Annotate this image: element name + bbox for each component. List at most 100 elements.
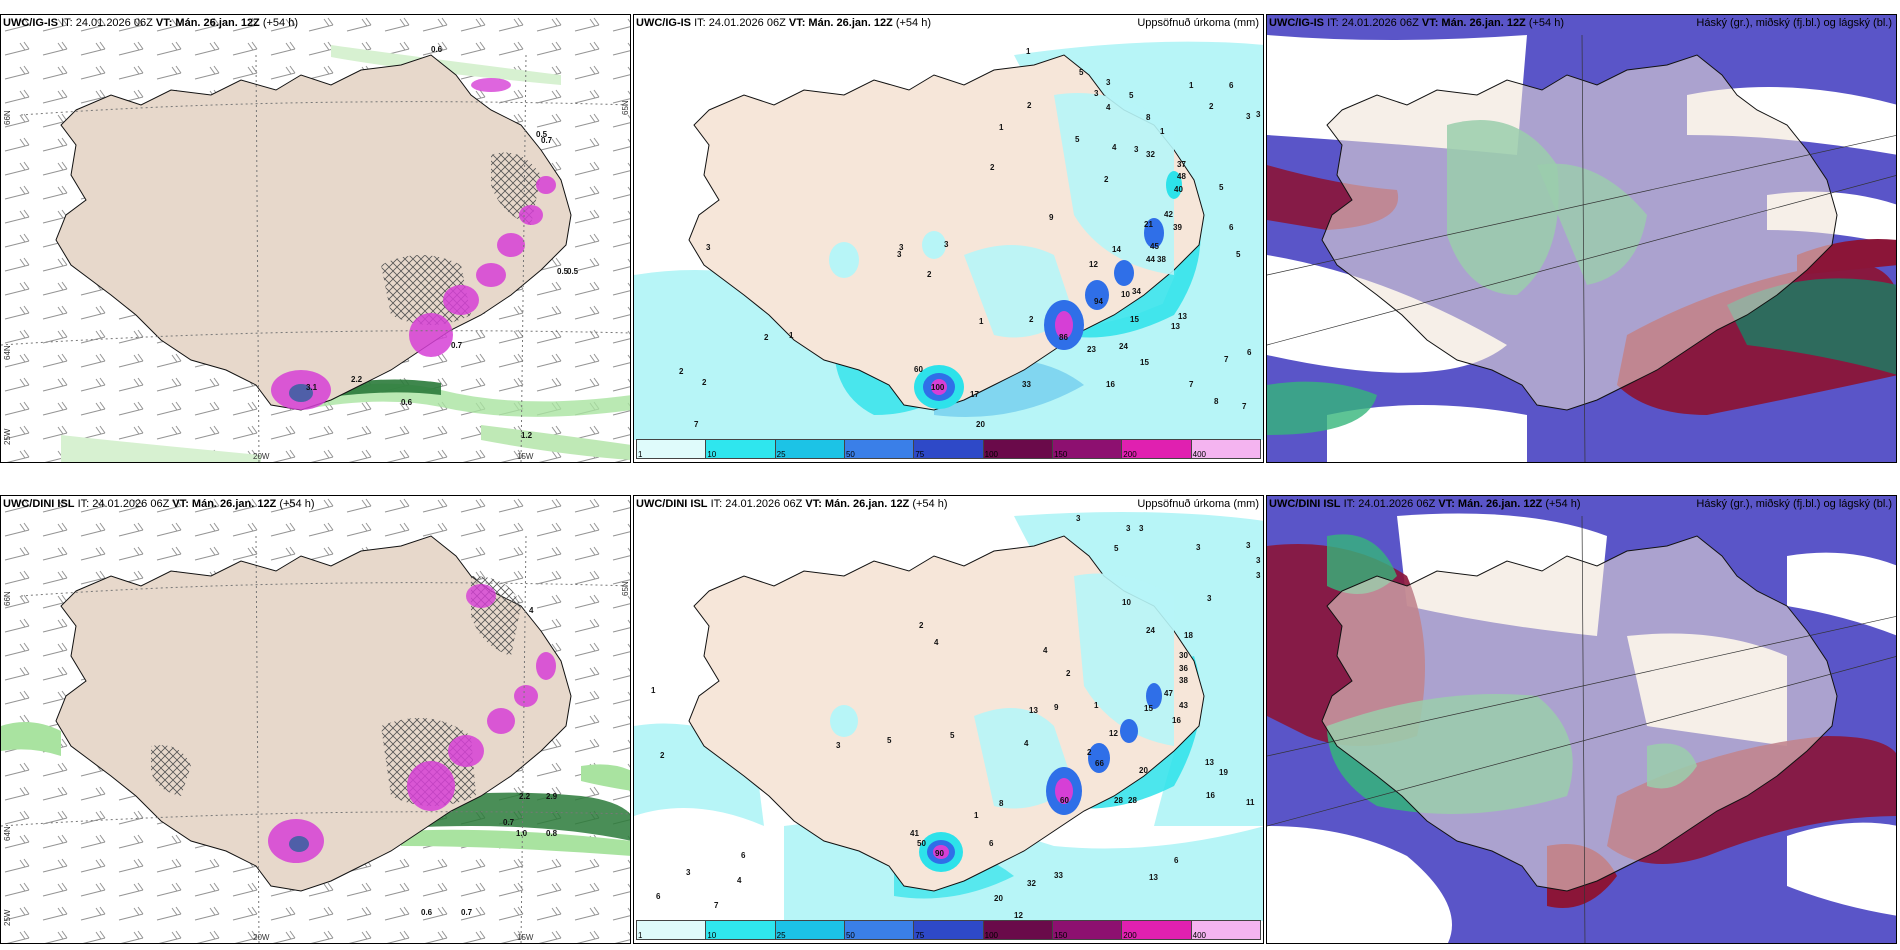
precip-value: 3 — [1207, 594, 1212, 603]
precip-value: 3 — [1246, 112, 1251, 121]
precip-value: 3 — [899, 243, 904, 252]
precip-value: 3 — [836, 741, 841, 750]
lat-tick: 25W — [3, 428, 12, 445]
precip-value: 1 — [1026, 47, 1031, 56]
colorbar-bin: 50 — [844, 921, 915, 940]
precip-value: 7 — [714, 901, 719, 910]
precip-value: 1 — [979, 317, 984, 326]
precip-value: 9 — [1049, 213, 1054, 222]
colorbar-bin: 75 — [914, 921, 984, 940]
panel-title: UWC/DINI ISL IT: 24.01.2026 06Z VT: Mán.… — [3, 498, 315, 510]
panel-title: UWC/DINI ISL IT: 24.01.2026 06Z VT: Mán.… — [636, 498, 948, 510]
precip-value: 1 — [1189, 81, 1194, 90]
lat-tick: 64N — [3, 345, 12, 360]
colorbar-bin: 400 — [1191, 440, 1260, 459]
precip-value: 10 — [1121, 290, 1130, 299]
wind-label: 0.5 — [567, 267, 579, 276]
wind-label: 3.1 — [306, 383, 318, 392]
precip-value: 30 — [1179, 651, 1188, 660]
precip-value: 2 — [764, 333, 769, 342]
precip-value: 47 — [1164, 689, 1173, 698]
wind-label: 2.2 — [519, 792, 531, 801]
precip-value: 37 — [1177, 160, 1186, 169]
precip-value: 48 — [1177, 172, 1186, 181]
precip-value: 8 — [1214, 397, 1219, 406]
colorbar-bin: 10 — [706, 440, 776, 459]
wind-label: 0.7 — [541, 136, 553, 145]
precip-value: 24 — [1146, 626, 1155, 635]
precip-value: 3 — [1106, 78, 1111, 87]
precip-value: 3 — [1094, 89, 1099, 98]
colorbar-bin: 10 — [706, 921, 776, 940]
precip-value: 5 — [1236, 250, 1241, 259]
precip-value: 6 — [741, 851, 746, 860]
precip-value: 3 — [1256, 571, 1261, 580]
colorbar-bin: 400 — [1191, 921, 1260, 940]
panel-bottom-wind: UWC/DINI ISL IT: 24.01.2026 06Z VT: Mán.… — [0, 495, 631, 944]
precip-value: 86 — [1059, 333, 1068, 342]
precip-value: 4 — [737, 876, 742, 885]
precip-value: 6 — [989, 839, 994, 848]
panel-title: UWC/IG-IS IT: 24.01.2026 06Z VT: Mán. 26… — [636, 17, 932, 29]
precip-value: 10 — [1122, 598, 1131, 607]
wind-label: 0.6 — [431, 45, 443, 54]
precip-value: 3 — [1139, 524, 1144, 533]
precip-value: 2 — [1027, 101, 1032, 110]
precip-value: 2 — [919, 621, 924, 630]
precip-value: 5 — [887, 736, 892, 745]
precip-value: 7 — [1189, 380, 1194, 389]
colorbar-bin: 150 — [1052, 440, 1123, 459]
precip-value: 41 — [910, 829, 919, 838]
panel-top-cloud: UWC/IG-IS IT: 24.01.2026 06Z VT: Mán. 26… — [1266, 14, 1897, 463]
field-label: Uppsöfnuð úrkoma (mm) — [1137, 17, 1259, 29]
precip-value: 7 — [694, 420, 699, 429]
colorbar-bin: 75 — [914, 440, 984, 459]
precip-value: 16 — [1206, 791, 1215, 800]
precip-value: 5 — [1219, 183, 1224, 192]
wind-label: 0.5 — [536, 130, 548, 139]
colorbar-bin: 100 — [983, 440, 1053, 459]
precip-value: 12 — [1109, 729, 1118, 738]
precip-map — [634, 512, 1263, 921]
wind-label: 1.2 — [521, 431, 533, 440]
precip-value: 45 — [1150, 242, 1159, 251]
colorbar-bin: 100 — [983, 921, 1053, 940]
precip-value: 13 — [1029, 706, 1038, 715]
field-label: Háský (gr.), miðský (fj.bl.) og lágský (… — [1696, 17, 1892, 29]
lon-tick: 20W — [253, 933, 270, 942]
precip-value: 6 — [1174, 856, 1179, 865]
precip-value: 2 — [1029, 315, 1034, 324]
panel-top-wind: UWC/IG-IS IT: 24.01.2026 06Z VT: Mán. 26… — [0, 14, 631, 463]
lat-tick: 65N — [621, 100, 630, 115]
precip-value: 7 — [1224, 355, 1229, 364]
precip-value: 7 — [1242, 402, 1247, 411]
precip-value: 40 — [1174, 185, 1183, 194]
lon-tick: 15W — [517, 933, 534, 942]
wind-label: 0.6 — [421, 908, 433, 917]
colorbar-bin: 25 — [775, 440, 845, 459]
wind-label: 0.7 — [461, 908, 473, 917]
precip-value: 4 — [1043, 646, 1048, 655]
precip-value: 33 — [1022, 380, 1031, 389]
precip-value: 20 — [1139, 766, 1148, 775]
precip-value: 1 — [999, 123, 1004, 132]
precip-value: 4 — [1024, 739, 1029, 748]
field-label: Uppsöfnuð úrkoma (mm) — [1137, 498, 1259, 510]
precip-value: 12 — [1089, 260, 1098, 269]
precip-value: 60 — [1060, 796, 1069, 805]
precip-value: 38 — [1179, 676, 1188, 685]
panel-title: UWC/IG-IS IT: 24.01.2026 06Z VT: Mán. 26… — [1269, 17, 1565, 29]
precip-value: 2 — [1066, 669, 1071, 678]
colorbar-bin: 1 — [637, 921, 707, 940]
panel-bottom-precip: UWC/DINI ISL IT: 24.01.2026 06Z VT: Mán.… — [633, 495, 1264, 944]
precip-value: 32 — [1027, 879, 1036, 888]
precip-value: 3 — [1196, 543, 1201, 552]
precip-value: 5 — [1114, 544, 1119, 553]
wind-map — [1, 15, 630, 462]
precip-value: 11 — [1246, 798, 1255, 807]
precip-value: 66 — [1095, 759, 1104, 768]
precip-value: 21 — [1144, 220, 1153, 229]
cloud-map — [1267, 15, 1896, 462]
precip-value: 4 — [1112, 143, 1117, 152]
precip-value: 13 — [1171, 322, 1180, 331]
